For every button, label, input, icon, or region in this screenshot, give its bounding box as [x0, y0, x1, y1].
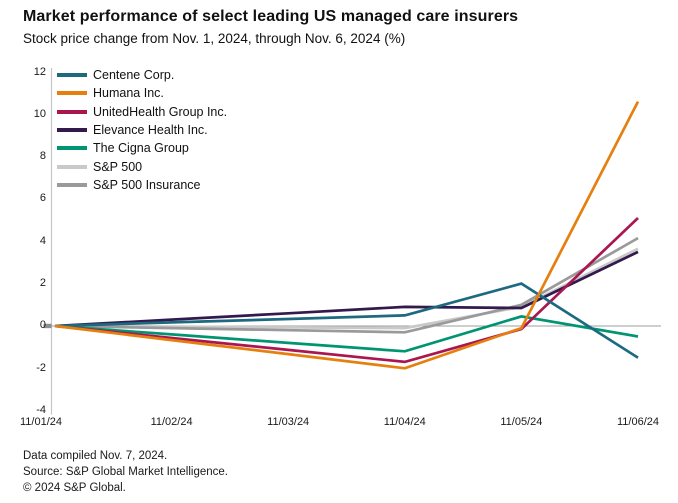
sp500-line-swatch — [57, 164, 87, 169]
legend-item-humana: Humana Inc. — [57, 84, 227, 102]
series-line-the-cigna-group — [54, 315, 639, 353]
x-tick-label: 11/02/24 — [150, 416, 193, 428]
legend: Centene Corp. Humana Inc. UnitedHealth G… — [57, 66, 227, 194]
centene-line-swatch — [57, 73, 87, 78]
data-compiled-note: Data compiled Nov. 7, 2024. — [23, 450, 168, 462]
y-tick-label: 8 — [39, 150, 46, 163]
legend-label: The Cigna Group — [93, 141, 189, 156]
legend-label: Elevance Health Inc. — [93, 123, 208, 138]
legend-item-unitedhealth: UnitedHealth Group Inc. — [57, 103, 227, 121]
series-line-s-p-500-insurance — [54, 236, 639, 334]
chart-subtitle: Stock price change from Nov. 1, 2024, th… — [23, 31, 406, 46]
x-tick-label: 11/05/24 — [500, 416, 543, 428]
y-tick-label: 2 — [39, 277, 46, 290]
legend-item-sp500: S&P 500 — [57, 157, 227, 175]
y-tick-label: 6 — [39, 192, 46, 205]
legend-item-centene: Centene Corp. — [57, 66, 227, 84]
x-tick-label: 11/04/24 — [383, 416, 426, 428]
y-tick-label: 12 — [33, 65, 46, 78]
cigna-line-swatch — [57, 146, 87, 151]
copyright-note: © 2024 S&P Global. — [23, 482, 126, 494]
legend-label: Humana Inc. — [93, 86, 164, 101]
humana-line-swatch — [57, 91, 87, 96]
series-line-humana-inc — [54, 100, 640, 370]
y-tick-label: 10 — [33, 107, 46, 120]
x-tick-label: 11/03/24 — [267, 416, 310, 428]
sp500-insurance-line-swatch — [57, 182, 87, 187]
legend-label: UnitedHealth Group Inc. — [93, 104, 228, 119]
series-line-centene-corp — [54, 282, 639, 359]
y-tick-label: 0 — [39, 319, 46, 332]
legend-label: S&P 500 Insurance — [93, 177, 201, 192]
x-tick-label: 11/06/24 — [616, 416, 659, 428]
legend-item-elevance: Elevance Health Inc. — [57, 121, 227, 139]
y-tick-label: -2 — [36, 361, 46, 374]
series-line-elevance-health-inc — [54, 250, 639, 328]
zero-tick-mark — [43, 323, 52, 329]
chart-title: Market performance of select leading US … — [23, 8, 519, 25]
legend-label: Centene Corp. — [93, 68, 175, 83]
series-line-unitedhealth-group-inc — [54, 217, 639, 364]
unitedhealth-line-swatch — [57, 109, 87, 114]
y-tick-label: -4 — [36, 404, 46, 417]
source-note: Source: S&P Global Market Intelligence. — [23, 466, 228, 478]
x-tick-label: 11/01/24 — [19, 416, 62, 428]
y-tick-label: 4 — [39, 234, 46, 247]
legend-item-sp500-insurance: S&P 500 Insurance — [57, 176, 227, 194]
legend-item-cigna: The Cigna Group — [57, 139, 227, 157]
footer: Data compiled Nov. 7, 2024. Source: S&P … — [23, 448, 228, 496]
elevance-line-swatch — [57, 128, 87, 133]
legend-label: S&P 500 — [93, 159, 143, 174]
